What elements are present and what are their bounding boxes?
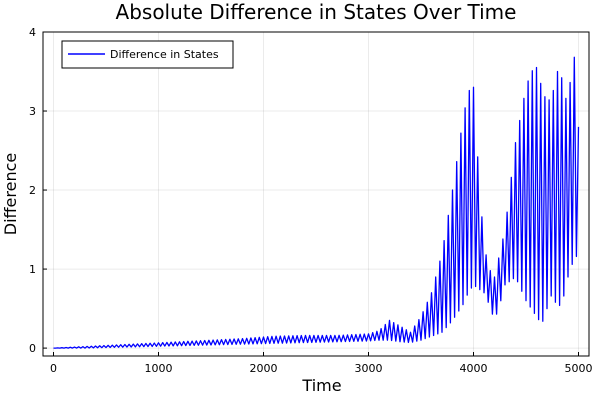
y-tick-label: 0: [29, 342, 36, 355]
x-tick-label: 1000: [145, 362, 173, 375]
y-axis: 0 1 2 3 4: [29, 26, 47, 355]
x-axis: 0 1000 2000 3000 4000 5000: [50, 352, 593, 375]
x-tick-label: 5000: [565, 362, 593, 375]
plot-frame: [42, 31, 590, 357]
y-tick-label: 2: [29, 184, 36, 197]
x-tick-label: 4000: [460, 362, 488, 375]
y-tick-label: 4: [29, 26, 36, 39]
series-line-difference-in-states: [53, 56, 580, 349]
y-tick-label: 1: [29, 263, 36, 276]
x-tick-label: 0: [50, 362, 57, 375]
legend-entry-label: Difference in States: [110, 48, 219, 61]
grid: [43, 31, 589, 356]
legend: Difference in States: [61, 40, 234, 69]
y-tick-label: 3: [29, 105, 36, 118]
chart-title: Absolute Difference in States Over Time: [116, 0, 517, 24]
x-tick-label: 2000: [250, 362, 278, 375]
y-axis-title: Difference: [1, 153, 20, 235]
x-tick-label: 3000: [355, 362, 383, 375]
x-axis-title: Time: [301, 376, 341, 395]
